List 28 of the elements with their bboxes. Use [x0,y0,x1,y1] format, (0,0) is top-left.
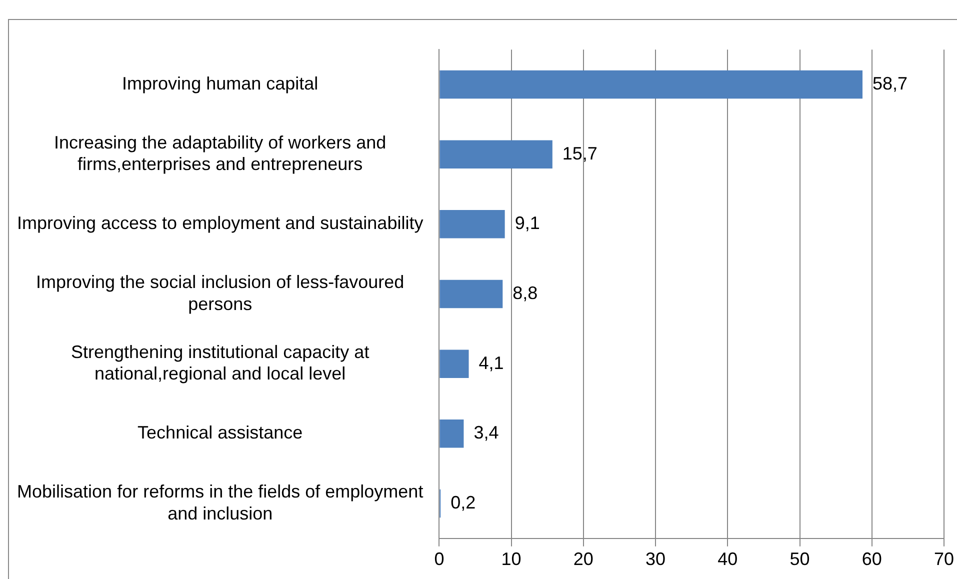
y-tick-label: Mobilisation for reforms in the fields of employment and inclusion [17,482,424,524]
x-tick-label: 70 [934,549,954,570]
y-tick-label: Improving the social inclusion of less-favoured persons [36,272,404,314]
bar [440,70,862,99]
y-tick-label: Strengthening institutional capacity at national,regional and local level [71,342,370,384]
x-tick-label: 0 [434,549,444,570]
data-label: 8,8 [512,282,538,303]
bar [440,280,503,308]
y-tick-label: Technical assistance [138,422,303,443]
bar [440,420,464,448]
data-label: 15,7 [562,143,598,164]
data-label: 3,4 [474,422,499,443]
bar [440,350,469,378]
y-tick-label: Improving human capital [122,73,318,94]
data-label: 58,7 [872,73,908,94]
bar [440,210,505,238]
x-tick-label: 10 [501,549,522,570]
x-tick-label: 60 [862,549,882,570]
data-label: 4,1 [478,352,504,373]
y-tick-label: Improving access to employment and sustainability [16,213,424,234]
x-tick-label: 30 [646,549,666,570]
x-tick-label: 50 [790,549,810,570]
bar [440,140,552,168]
x-tick-label: 40 [718,549,738,570]
data-label: 9,1 [514,213,540,234]
x-tick-label: 20 [573,549,594,570]
y-tick-label: Increasing the adaptability of workers and firms,enterprises and entrepreneurs [54,132,386,174]
data-label: 0,2 [450,492,476,512]
